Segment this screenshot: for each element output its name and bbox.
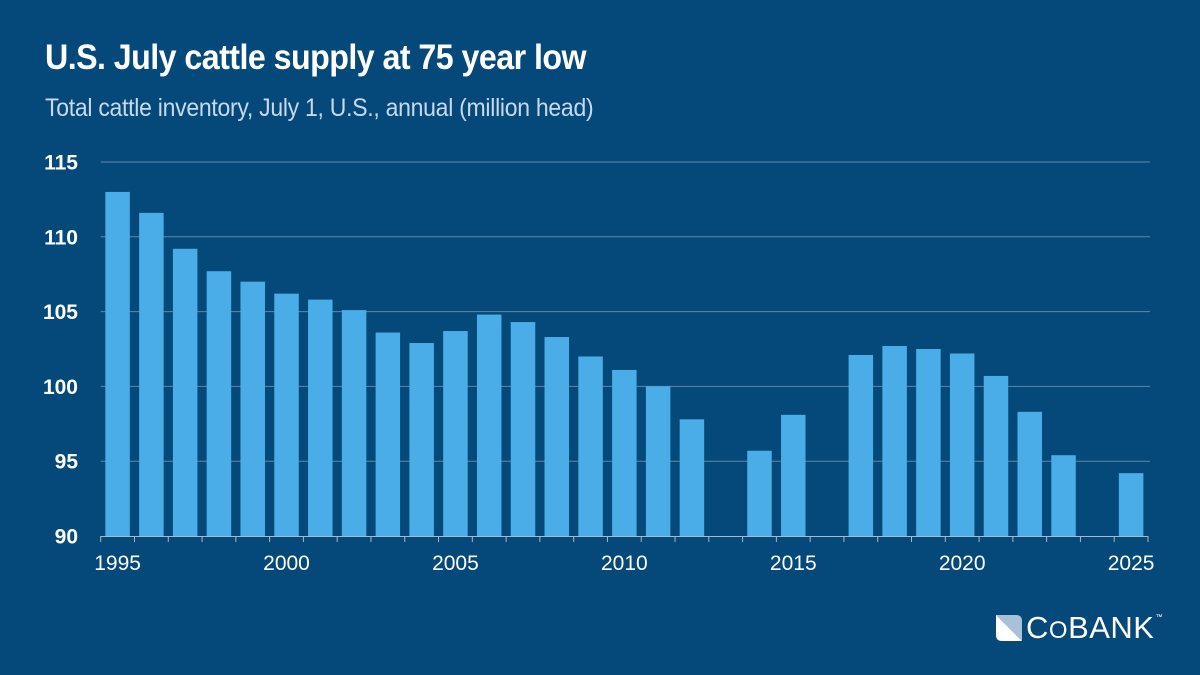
trademark-symbol: ™ [1155, 614, 1163, 621]
bar-2004 [409, 343, 434, 536]
logo-wordmark: COBANK [1026, 612, 1154, 643]
x-tick-label: 2015 [770, 552, 817, 575]
x-tick-label: 2020 [939, 552, 986, 575]
y-tick-label: 105 [43, 301, 78, 324]
x-tick-label: 1995 [94, 552, 141, 575]
y-tick-label: 90 [55, 526, 78, 549]
bar-2006 [476, 314, 502, 536]
bar-2018 [882, 346, 907, 536]
bar-1998 [206, 271, 232, 536]
bar-2011 [645, 386, 671, 536]
x-tick-label: 2005 [432, 552, 479, 575]
bar-2025 [1118, 473, 1144, 536]
bar-2000 [274, 293, 299, 536]
x-tick-label: 2025 [1108, 552, 1155, 575]
cobank-logo: COBANK ™ [996, 612, 1162, 643]
x-tick-label: 2000 [263, 552, 310, 575]
y-tick-label: 110 [44, 226, 78, 249]
bar-2005 [443, 331, 468, 536]
bar-1995 [105, 191, 130, 537]
cobank-square-icon [996, 614, 1022, 641]
bar-2022 [1017, 411, 1043, 536]
bar-2010 [612, 369, 637, 536]
bar-1997 [172, 248, 198, 536]
bar-2003 [375, 332, 401, 536]
bars [105, 191, 1144, 537]
bar-2021 [983, 375, 1009, 536]
logo-letters-bank: BANK [1068, 610, 1155, 645]
bar-2008 [544, 337, 570, 536]
bar-1999 [240, 281, 265, 536]
y-axis: 90 95 100 105 110 115 [43, 152, 78, 549]
bar-2019 [916, 349, 941, 536]
bar-2017 [848, 354, 874, 536]
y-tick-label: 115 [44, 152, 78, 175]
chart-title: U.S. July cattle supply at 75 year low [45, 38, 587, 77]
bar-1996 [139, 212, 164, 537]
x-axis: 1995 2000 2005 2010 2015 2020 2025 [94, 536, 1154, 575]
bar-2015 [781, 414, 806, 536]
bar-2020 [949, 353, 975, 536]
x-tick-label: 2010 [601, 552, 648, 575]
y-tick-label: 100 [43, 376, 78, 399]
chart-subtitle: Total cattle inventory, July 1, U.S., an… [45, 94, 594, 122]
bar-2014 [747, 450, 772, 536]
bar-2009 [578, 356, 603, 536]
logo-letter-o: O [1048, 617, 1069, 644]
bar-2001 [308, 299, 333, 536]
bar-2012 [679, 419, 705, 536]
bar-2002 [341, 310, 367, 536]
logo-letter-c: C [1026, 610, 1049, 645]
bar-2023 [1051, 455, 1076, 536]
y-tick-label: 95 [55, 451, 79, 474]
bar-2007 [510, 322, 536, 536]
